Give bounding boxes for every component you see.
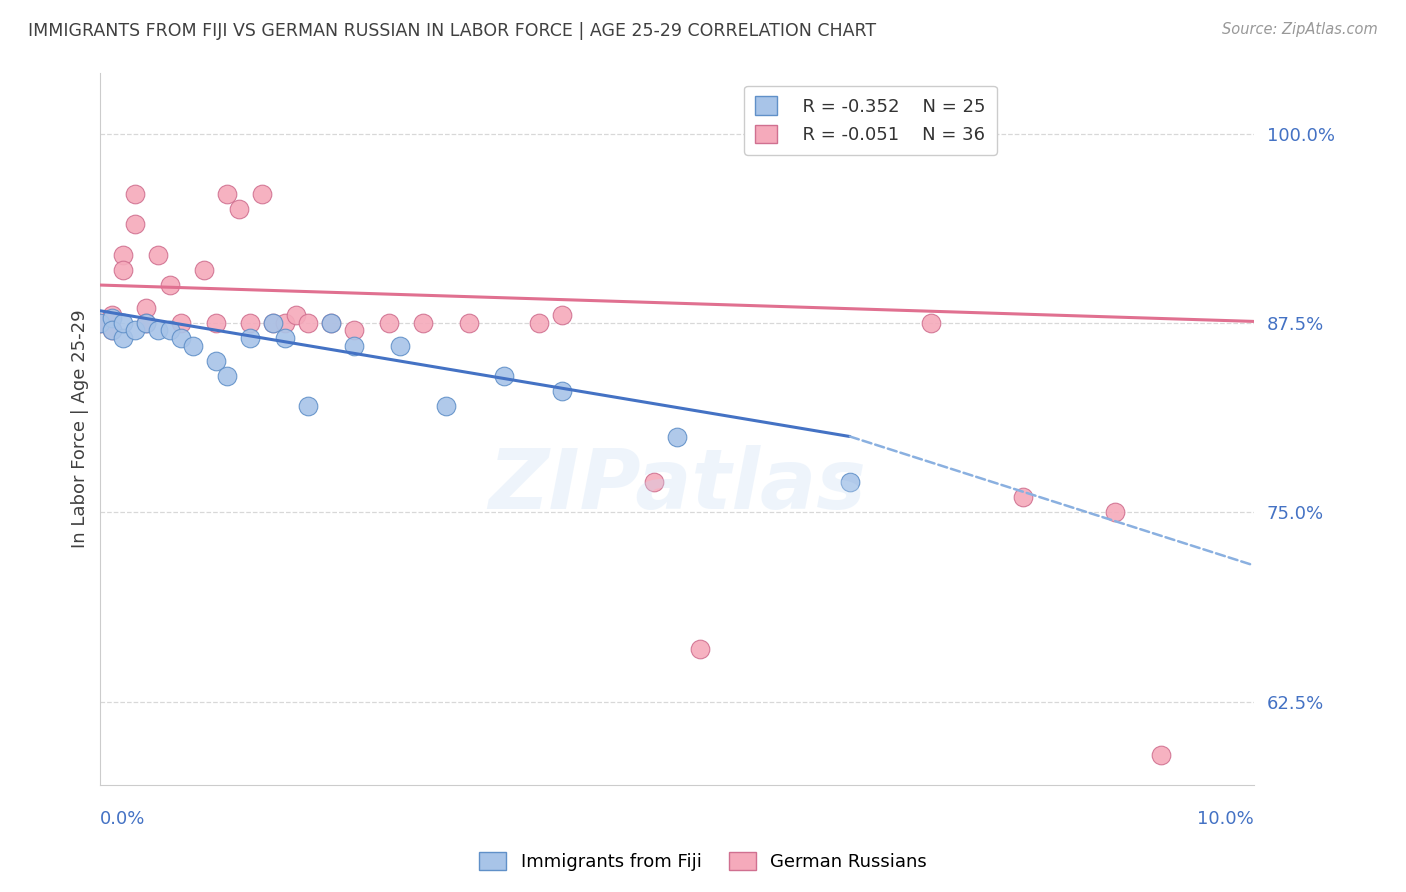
Point: [665, 429, 688, 443]
Legend: Immigrants from Fiji, German Russians: Immigrants from Fiji, German Russians: [472, 845, 934, 879]
Point: [297, 316, 319, 330]
Point: [170, 316, 193, 330]
Point: [159, 324, 181, 338]
Text: IMMIGRANTS FROM FIJI VS GERMAN RUSSIAN IN LABOR FORCE | AGE 25-29 CORRELATION CH: IMMIGRANTS FROM FIJI VS GERMAN RUSSIAN I…: [28, 22, 876, 40]
Point: [377, 316, 399, 330]
Point: [228, 202, 250, 217]
Point: [458, 316, 481, 330]
Point: [217, 187, 239, 202]
Point: [146, 324, 169, 338]
Point: [492, 368, 515, 383]
Point: [550, 384, 572, 398]
Point: [124, 187, 146, 202]
Point: [101, 311, 124, 326]
Point: [262, 316, 284, 330]
Text: 10.0%: 10.0%: [1197, 810, 1254, 828]
Point: [343, 338, 366, 352]
Point: [274, 331, 297, 345]
Point: [319, 316, 342, 330]
Point: [101, 309, 124, 323]
Y-axis label: In Labor Force | Age 25-29: In Labor Force | Age 25-29: [72, 310, 89, 549]
Point: [1104, 505, 1126, 519]
Point: [112, 331, 135, 345]
Point: [89, 316, 111, 330]
Point: [319, 316, 342, 330]
Point: [527, 316, 550, 330]
Point: [274, 316, 297, 330]
Point: [262, 316, 284, 330]
Point: [112, 316, 135, 330]
Point: [389, 338, 412, 352]
Point: [101, 324, 124, 338]
Point: [135, 316, 157, 330]
Point: [250, 187, 273, 202]
Point: [170, 331, 193, 345]
Point: [297, 399, 319, 413]
Point: [135, 301, 157, 315]
Point: [839, 475, 862, 489]
Point: [112, 263, 135, 277]
Point: [920, 316, 942, 330]
Point: [689, 641, 711, 656]
Point: [204, 353, 226, 368]
Point: [285, 309, 308, 323]
Legend:   R = -0.352    N = 25,   R = -0.051    N = 36: R = -0.352 N = 25, R = -0.051 N = 36: [744, 86, 997, 155]
Point: [1012, 490, 1035, 504]
Point: [112, 248, 135, 262]
Point: [101, 324, 124, 338]
Point: [89, 316, 111, 330]
Point: [1150, 747, 1173, 762]
Point: [124, 218, 146, 232]
Point: [217, 368, 239, 383]
Point: [146, 248, 169, 262]
Point: [204, 316, 226, 330]
Text: Source: ZipAtlas.com: Source: ZipAtlas.com: [1222, 22, 1378, 37]
Text: 0.0%: 0.0%: [100, 810, 146, 828]
Point: [159, 278, 181, 293]
Point: [239, 316, 262, 330]
Point: [181, 338, 204, 352]
Point: [239, 331, 262, 345]
Point: [550, 309, 572, 323]
Point: [839, 127, 862, 141]
Point: [343, 324, 366, 338]
Point: [135, 316, 157, 330]
Text: ZIPatlas: ZIPatlas: [488, 445, 866, 526]
Point: [643, 475, 665, 489]
Point: [412, 316, 434, 330]
Point: [434, 399, 457, 413]
Point: [124, 324, 146, 338]
Point: [193, 263, 215, 277]
